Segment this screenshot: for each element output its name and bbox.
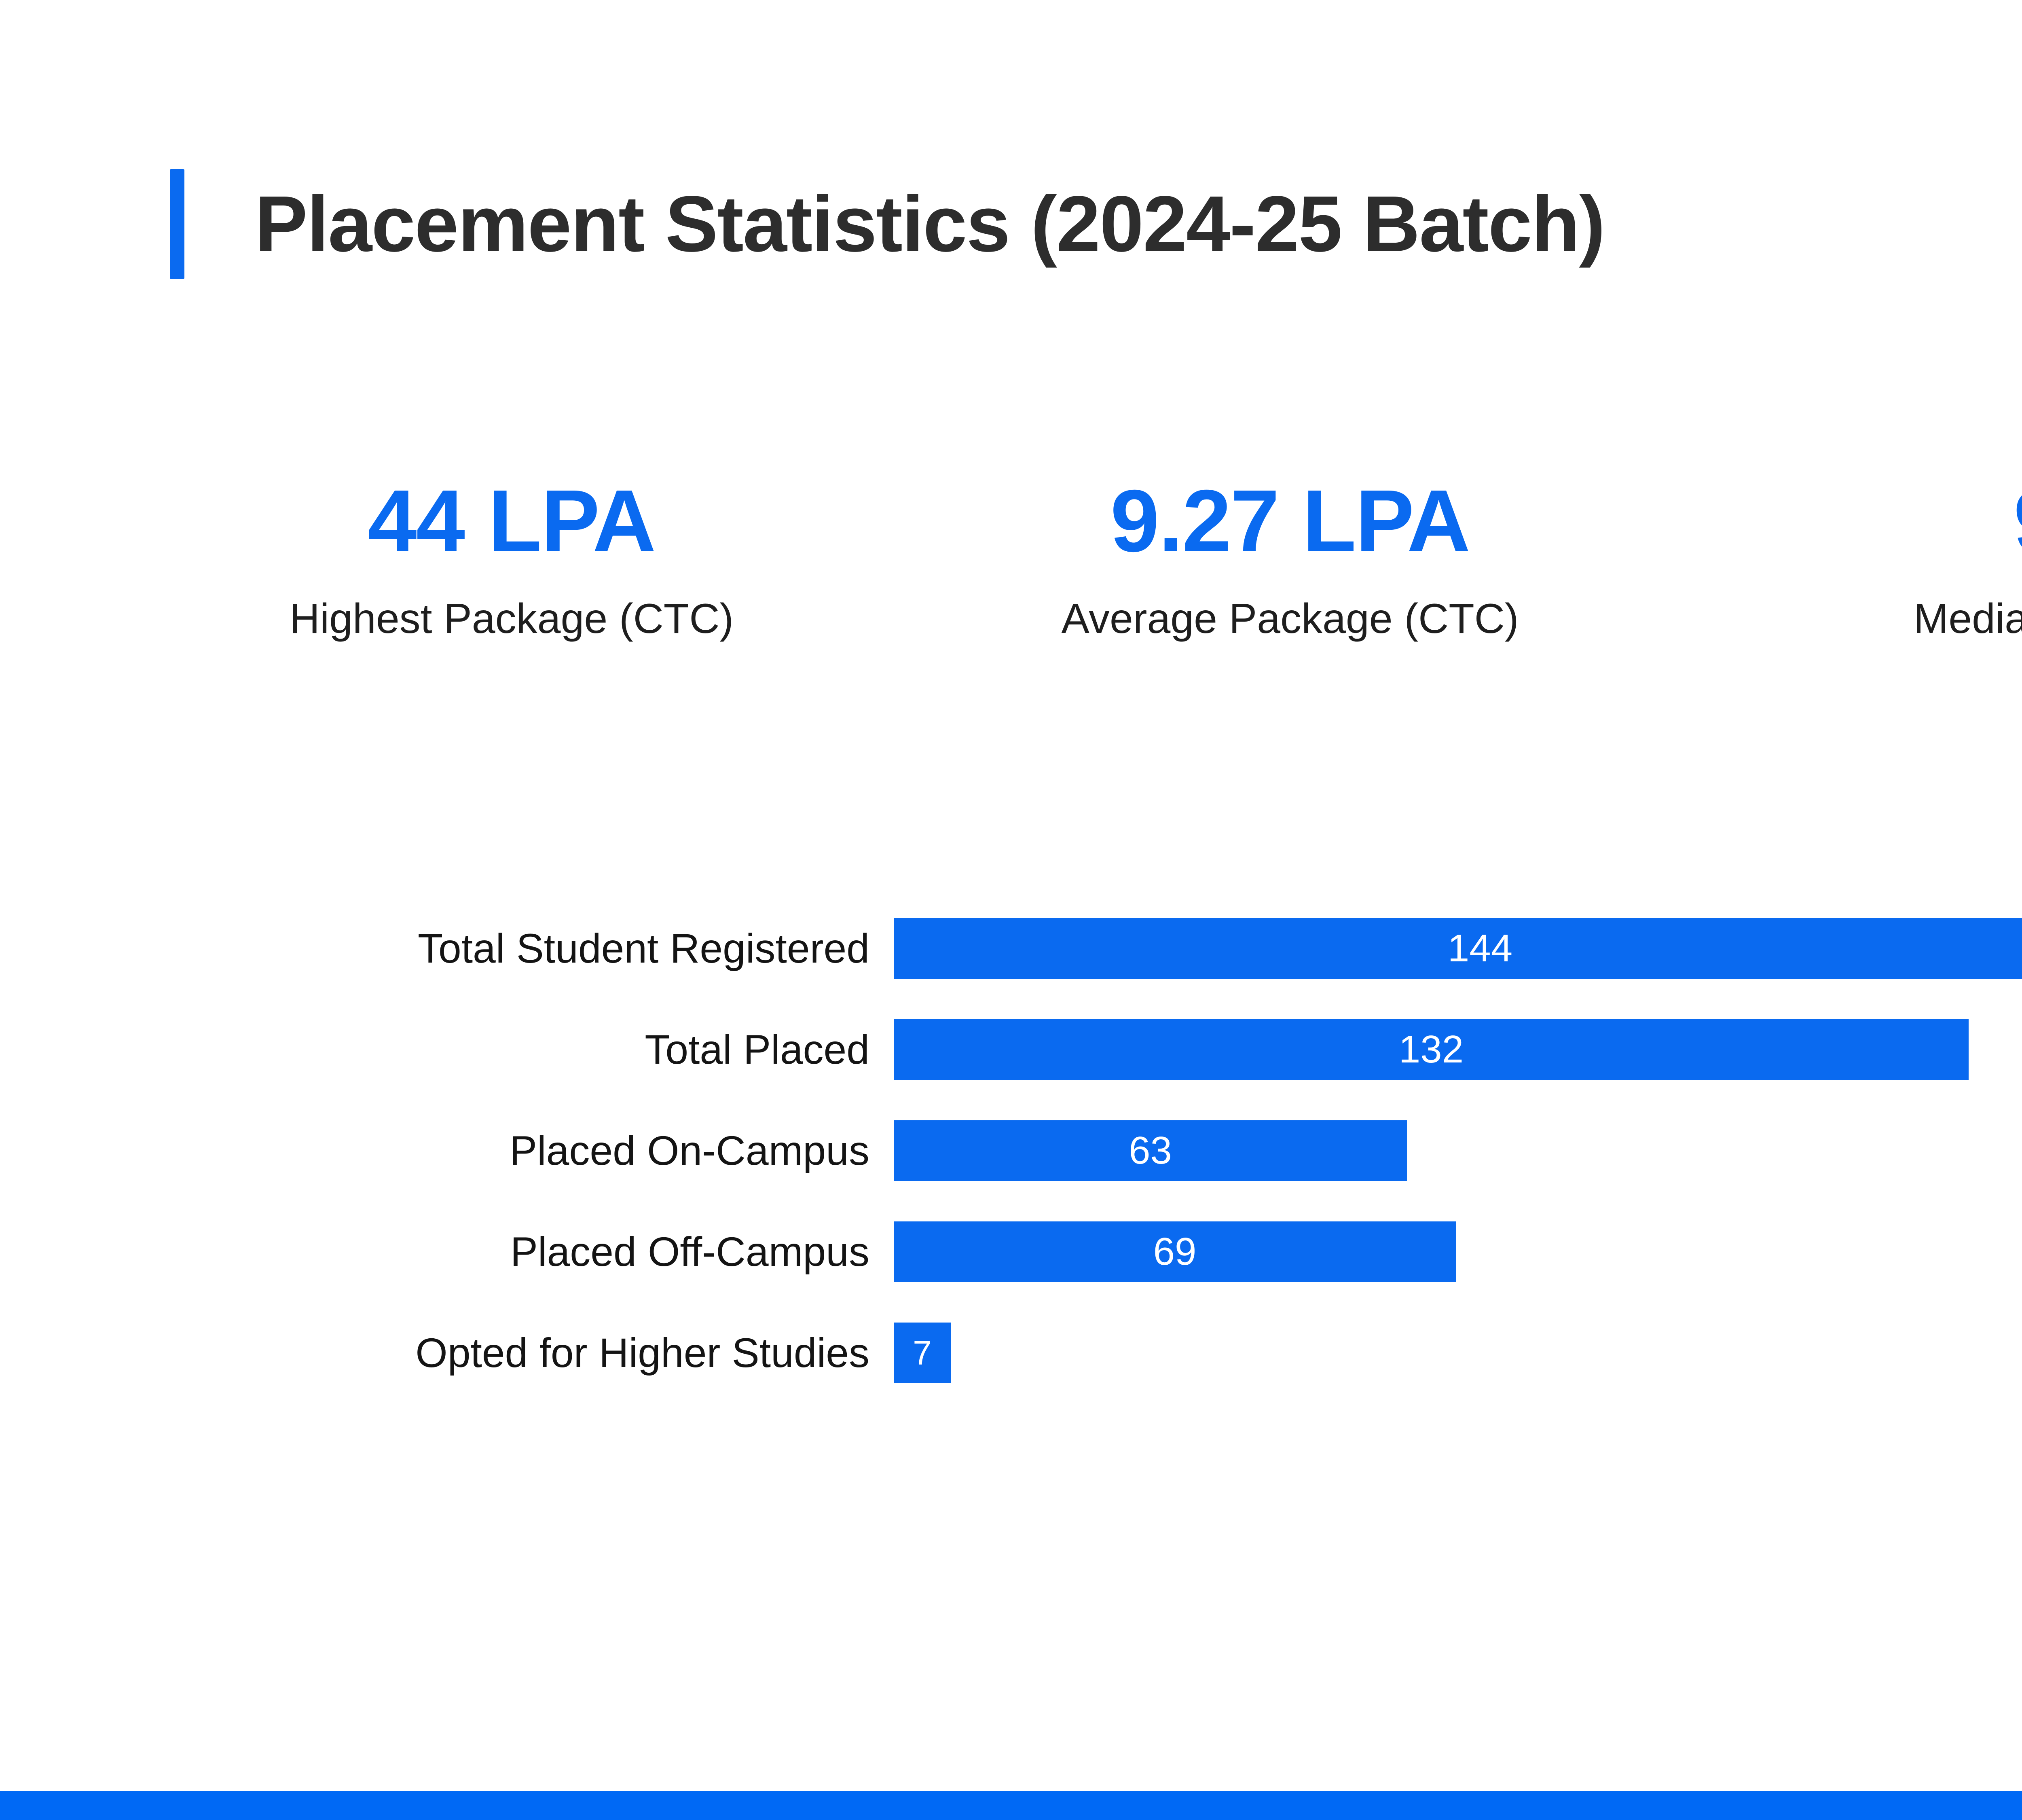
kpi-highest-package: 44 LPA Highest Package (CTC) xyxy=(154,469,869,646)
bar-row: Placed Off-Campus 69 xyxy=(154,1221,2022,1282)
placement-bar-chart: Total Student Registered 144 Total Place… xyxy=(154,918,2022,1383)
kpi-label: Highest Package (CTC) xyxy=(289,595,734,643)
bar-category-label: Total Student Registered xyxy=(417,925,869,971)
bar-track: 144 xyxy=(894,918,2022,979)
kpi-label: Average Package (CTC) xyxy=(1061,595,1519,643)
bar-fill: 7 xyxy=(894,1323,951,1383)
bar-value-label: 144 xyxy=(1447,927,1513,970)
bar-row: Placed On-Campus 63 xyxy=(154,1120,2022,1181)
bar-value-label: 132 xyxy=(1398,1028,1464,1071)
footer-accent-bar xyxy=(0,1791,2022,1820)
kpi-label: Median Package (CTC) xyxy=(1913,595,2022,643)
bar-track: 7 xyxy=(894,1323,2022,1383)
bar-row: Total Student Registered 144 xyxy=(154,918,2022,979)
bar-row: Total Placed 132 xyxy=(154,1019,2022,1080)
bar-category-label: Opted for Higher Studies xyxy=(415,1329,869,1376)
bar-category-label: Placed Off-Campus xyxy=(510,1228,869,1275)
bar-fill: 132 xyxy=(894,1019,1969,1080)
bar-value-label: 69 xyxy=(1153,1230,1197,1273)
bar-fill: 144 xyxy=(894,918,2022,979)
page-title: Placement Statistics (2024-25 Batch) xyxy=(255,180,1605,268)
bar-fill: 69 xyxy=(894,1221,1456,1282)
kpi-row: 44 LPA Highest Package (CTC) 9.27 LPA Av… xyxy=(154,469,2022,663)
kpi-value: 9 LPA xyxy=(2014,469,2022,573)
bar-value-label: 7 xyxy=(913,1334,932,1372)
bar-category-label: Total Placed xyxy=(645,1026,869,1073)
bar-track: 69 xyxy=(894,1221,2022,1282)
title-accent-bar xyxy=(170,169,184,279)
kpi-median-package: 9 LPA Median Package (CTC) xyxy=(1711,469,2022,646)
kpi-value: 44 LPA xyxy=(368,472,656,570)
kpi-average-package: 9.27 LPA Average Package (CTC) xyxy=(869,469,1711,646)
bar-track: 132 xyxy=(894,1019,2022,1080)
bar-category-label: Placed On-Campus xyxy=(509,1127,869,1174)
bar-value-label: 63 xyxy=(1129,1129,1172,1172)
bar-row: Opted for Higher Studies 7 xyxy=(154,1323,2022,1383)
bar-track: 63 xyxy=(894,1120,2022,1181)
bar-fill: 63 xyxy=(894,1120,1407,1181)
kpi-value: 9.27 LPA xyxy=(1110,472,1471,570)
